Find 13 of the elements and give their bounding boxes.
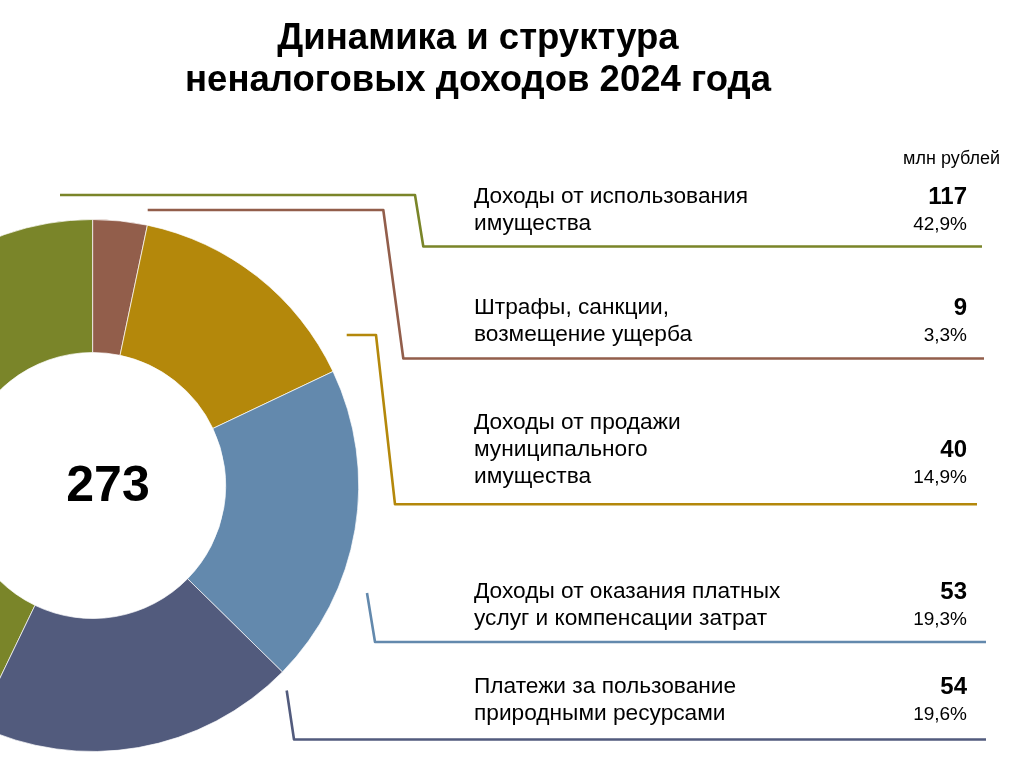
text: 273 xyxy=(66,455,150,512)
slice-label: Доходы от продажи муниципального имущества xyxy=(474,407,681,488)
data-label: 54 19,6% xyxy=(913,671,968,724)
slice-label: Доходы от использования имущества xyxy=(474,181,748,235)
text: млн рублей xyxy=(903,148,1000,168)
data-label: 9 3,3% xyxy=(923,293,968,345)
chart-title: Динамика и структура неналоговых доходов 2024 года xyxy=(185,16,772,99)
data-label: 53 19,3% xyxy=(913,576,968,629)
slice-label: Штрафы, санкции, возмещение ущерба xyxy=(474,293,693,346)
slice-label: Доходы от оказания платных услуг и компенсации затрат xyxy=(474,576,781,630)
data-label: 117 42,9% xyxy=(913,181,968,234)
data-label: 40 14,9% xyxy=(913,434,968,487)
slice-label: Платежи за пользование природными ресурсами xyxy=(474,671,737,725)
